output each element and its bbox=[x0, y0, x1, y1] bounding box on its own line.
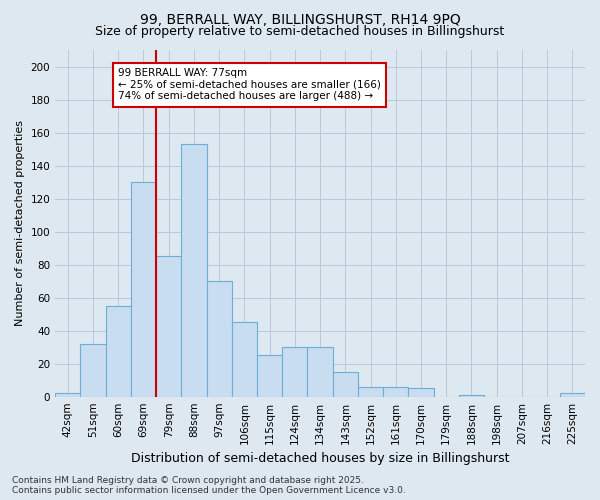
Bar bbox=[106, 306, 131, 396]
Bar bbox=[332, 372, 358, 396]
Bar bbox=[409, 388, 434, 396]
Text: 99, BERRALL WAY, BILLINGSHURST, RH14 9PQ: 99, BERRALL WAY, BILLINGSHURST, RH14 9PQ bbox=[140, 12, 460, 26]
Text: Size of property relative to semi-detached houses in Billingshurst: Size of property relative to semi-detach… bbox=[95, 25, 505, 38]
Bar bbox=[206, 281, 232, 396]
Bar bbox=[459, 395, 484, 396]
X-axis label: Distribution of semi-detached houses by size in Billingshurst: Distribution of semi-detached houses by … bbox=[131, 452, 509, 465]
Y-axis label: Number of semi-detached properties: Number of semi-detached properties bbox=[15, 120, 25, 326]
Bar bbox=[560, 394, 585, 396]
Bar bbox=[80, 344, 106, 397]
Bar bbox=[181, 144, 206, 397]
Bar bbox=[307, 347, 332, 397]
Bar bbox=[383, 387, 409, 396]
Bar bbox=[358, 387, 383, 396]
Bar bbox=[257, 356, 282, 397]
Text: 99 BERRALL WAY: 77sqm
← 25% of semi-detached houses are smaller (166)
74% of sem: 99 BERRALL WAY: 77sqm ← 25% of semi-deta… bbox=[118, 68, 381, 102]
Bar bbox=[232, 322, 257, 396]
Bar bbox=[55, 394, 80, 396]
Bar bbox=[131, 182, 156, 396]
Bar bbox=[156, 256, 181, 396]
Bar bbox=[282, 347, 307, 397]
Text: Contains HM Land Registry data © Crown copyright and database right 2025.
Contai: Contains HM Land Registry data © Crown c… bbox=[12, 476, 406, 495]
